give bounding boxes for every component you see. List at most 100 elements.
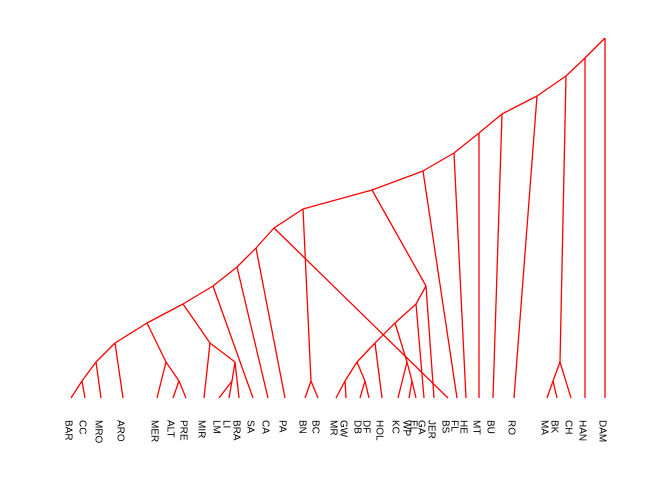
branch-segment bbox=[344, 380, 347, 399]
leaf-label: MIR bbox=[195, 420, 206, 438]
branch-segment bbox=[236, 247, 257, 268]
leaf-label: ARO bbox=[114, 420, 125, 442]
branch-segment bbox=[552, 361, 561, 382]
branch-segment bbox=[478, 113, 503, 134]
branch-segment bbox=[114, 322, 148, 344]
branch-segment bbox=[501, 95, 538, 115]
dendrogram-branches bbox=[70, 37, 606, 399]
branch-segment bbox=[356, 361, 366, 382]
branch-segment bbox=[453, 152, 467, 399]
branch-segment bbox=[374, 342, 383, 399]
branch-segment bbox=[81, 361, 97, 382]
branch-segment bbox=[231, 361, 236, 382]
branch-segment bbox=[453, 132, 480, 154]
leaf-label: BAR bbox=[62, 420, 73, 441]
leaf-label: SA bbox=[244, 420, 255, 434]
branch-segment bbox=[559, 75, 567, 363]
leaf-label: BU bbox=[484, 420, 495, 434]
branch-segment bbox=[81, 380, 86, 399]
leaf-label: DAM bbox=[596, 420, 607, 442]
leaf-label: PRE bbox=[177, 420, 188, 441]
leaf-label: MT bbox=[470, 420, 481, 434]
leaf-label: BN bbox=[296, 420, 307, 434]
branch-segment bbox=[536, 75, 567, 97]
branch-segment bbox=[178, 380, 187, 399]
leaf-labels: BAR CC MRO ARO MER ALT PRE MIR LM LI BRA SA CA PA BN BC… bbox=[62, 420, 607, 444]
branch-segment bbox=[218, 380, 233, 399]
leaf-label: CH bbox=[562, 420, 573, 434]
leaf-label: GA bbox=[415, 420, 426, 435]
branch-segment bbox=[546, 380, 554, 399]
leaf-label: KC bbox=[389, 420, 400, 434]
branch-segment bbox=[513, 95, 538, 399]
branch-segment bbox=[273, 208, 304, 229]
branch-segment bbox=[255, 247, 286, 399]
branch-segment bbox=[182, 285, 214, 305]
leaf-label: JER bbox=[425, 420, 436, 439]
branch-segment bbox=[234, 361, 240, 399]
branch-segment bbox=[310, 380, 319, 399]
leaf-label: MRO bbox=[92, 420, 103, 444]
branch-segment bbox=[209, 342, 236, 363]
leaf-label: DF bbox=[360, 420, 371, 433]
branch-segment bbox=[415, 303, 425, 399]
branch-segment bbox=[165, 361, 180, 382]
leaf-label: HAN bbox=[576, 420, 587, 441]
branch-segment bbox=[212, 266, 238, 287]
branch-segment bbox=[394, 303, 417, 324]
leaf-label: PA bbox=[276, 420, 287, 433]
leaf-label: LI bbox=[220, 420, 231, 428]
leaf-label: MER bbox=[148, 420, 159, 442]
leaf-label: WP bbox=[400, 420, 411, 436]
branch-segment bbox=[156, 361, 167, 399]
leaf-label: BC bbox=[309, 420, 320, 434]
branch-segment bbox=[422, 170, 458, 399]
leaf-label: CA bbox=[259, 420, 270, 434]
leaf-label: EL bbox=[407, 420, 418, 433]
branch-segment bbox=[425, 285, 435, 399]
branch-segment bbox=[344, 361, 358, 382]
branch-segment bbox=[95, 361, 102, 399]
branch-segment bbox=[146, 322, 167, 363]
branch-segment bbox=[371, 189, 427, 287]
branch-segment bbox=[212, 285, 254, 399]
leaf-label: DB bbox=[351, 420, 362, 434]
branch-segment bbox=[422, 152, 455, 172]
branch-segment bbox=[70, 380, 83, 399]
leaf-label: BRA bbox=[230, 420, 241, 441]
branch-segment bbox=[492, 113, 503, 399]
leaf-label: RO bbox=[505, 420, 516, 435]
leaf-label: GW bbox=[337, 420, 348, 438]
leaf-label: ALT bbox=[164, 420, 175, 438]
leaf-label: LM bbox=[210, 420, 221, 434]
branch-segment bbox=[374, 322, 396, 344]
branch-segment bbox=[172, 380, 180, 399]
branch-segment bbox=[182, 303, 211, 344]
branch-segment bbox=[203, 342, 211, 399]
branch-segment bbox=[415, 285, 427, 305]
branch-segment bbox=[584, 37, 606, 59]
branch-segment bbox=[408, 380, 413, 399]
leaf-label: BS bbox=[439, 420, 450, 434]
branch-segment bbox=[397, 361, 408, 399]
leaf-label: BK bbox=[548, 420, 559, 434]
branch-segment bbox=[228, 380, 233, 399]
branch-segment bbox=[565, 57, 586, 77]
branch-segment bbox=[146, 303, 184, 324]
branch-segment bbox=[236, 266, 269, 399]
branch-segment bbox=[559, 361, 572, 399]
branch-segment bbox=[371, 170, 424, 191]
leaf-label: MA bbox=[538, 420, 549, 435]
leaf-label: HE bbox=[457, 420, 468, 434]
branch-segment bbox=[335, 380, 346, 399]
branch-segment bbox=[95, 342, 116, 363]
leaf-label: FL bbox=[448, 420, 459, 432]
branch-segment bbox=[304, 380, 312, 399]
branch-segment bbox=[114, 342, 124, 399]
leaf-label: MR bbox=[327, 420, 338, 436]
branch-segment bbox=[411, 380, 417, 399]
branch-segment bbox=[302, 208, 312, 382]
branch-segment bbox=[273, 227, 449, 399]
leaf-label: HOL bbox=[373, 420, 384, 441]
